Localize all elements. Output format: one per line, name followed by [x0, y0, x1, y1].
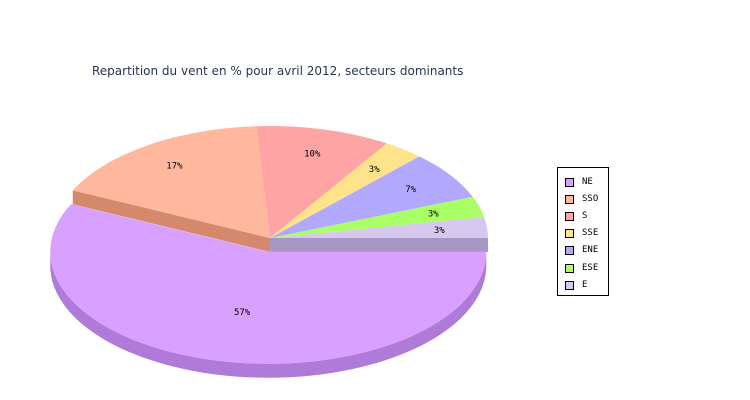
- legend: NE SSO S SSE ENE ESE E: [557, 167, 609, 296]
- legend-swatch: [565, 195, 574, 205]
- legend-entry-ne: NE: [558, 174, 608, 191]
- legend-label: NE: [582, 177, 593, 188]
- legend-entry-s: S: [558, 208, 608, 225]
- legend-entry-sse: SSE: [558, 225, 608, 242]
- legend-entry-e: E: [558, 277, 608, 294]
- legend-label: ENE: [582, 245, 599, 256]
- slice-label-ese: 3%: [428, 210, 439, 220]
- slice-wall: [270, 238, 488, 252]
- legend-entry-ese: ESE: [558, 259, 608, 276]
- legend-label: S: [582, 211, 588, 222]
- legend-entry-sso: SSO: [558, 191, 608, 208]
- legend-swatch: [565, 280, 574, 290]
- legend-swatch: [565, 212, 574, 222]
- legend-label: SSO: [582, 194, 599, 205]
- pie-slice-ne: [50, 204, 487, 364]
- legend-label: E: [582, 279, 588, 290]
- slice-label-ne: 57%: [234, 308, 251, 318]
- chart-title: Repartition du vent en % pour avril 2012…: [92, 64, 464, 78]
- pie-slice-ene: [270, 156, 473, 238]
- slice-label-sso: 17%: [166, 162, 183, 172]
- pie-slice-sso: [72, 126, 270, 238]
- pie-slice-sse: [270, 143, 420, 238]
- legend-swatch: [565, 229, 574, 239]
- slice-label-e: 3%: [434, 226, 445, 236]
- legend-label: ESE: [582, 262, 599, 273]
- slice-wall: [72, 190, 270, 252]
- slice-label-ene: 7%: [405, 185, 416, 195]
- legend-swatch: [565, 178, 574, 188]
- slice-label-s: 10%: [304, 149, 321, 159]
- pie-slice-ese: [270, 196, 485, 238]
- slice-label-sse: 3%: [369, 165, 380, 175]
- pie-slice-e: [270, 217, 488, 238]
- pie-slice-s: [256, 126, 387, 238]
- legend-swatch: [565, 246, 574, 256]
- legend-label: SSE: [582, 228, 599, 239]
- legend-entry-ene: ENE: [558, 242, 608, 259]
- legend-swatch: [565, 263, 574, 273]
